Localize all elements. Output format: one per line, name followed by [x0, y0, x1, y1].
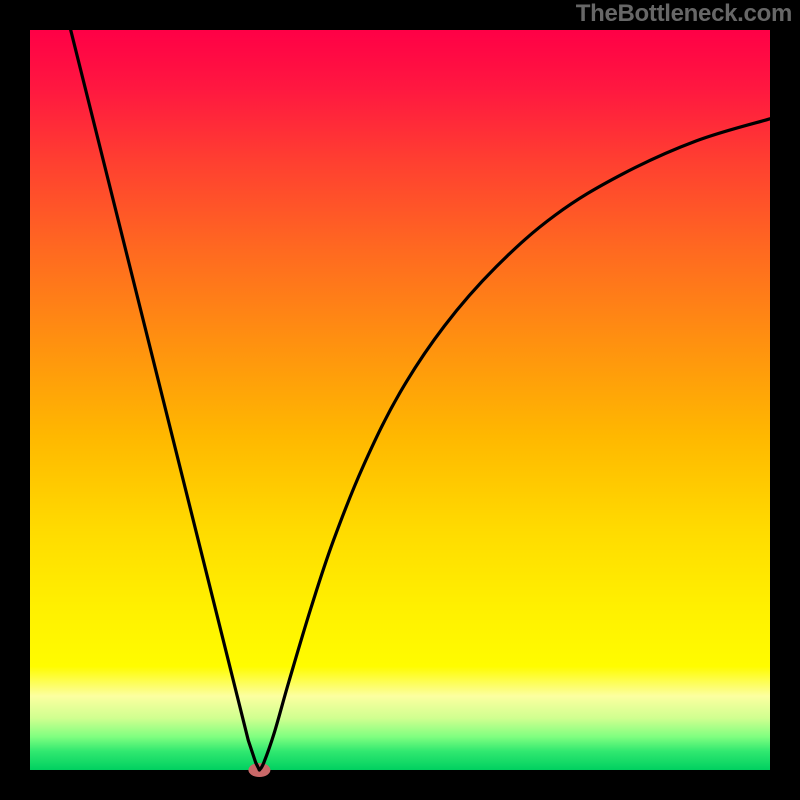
- plot-background: [30, 30, 770, 770]
- chart-svg: [0, 0, 800, 800]
- chart-container: { "watermark": "TheBottleneck.com", "cha…: [0, 0, 800, 800]
- watermark-text: TheBottleneck.com: [576, 0, 792, 28]
